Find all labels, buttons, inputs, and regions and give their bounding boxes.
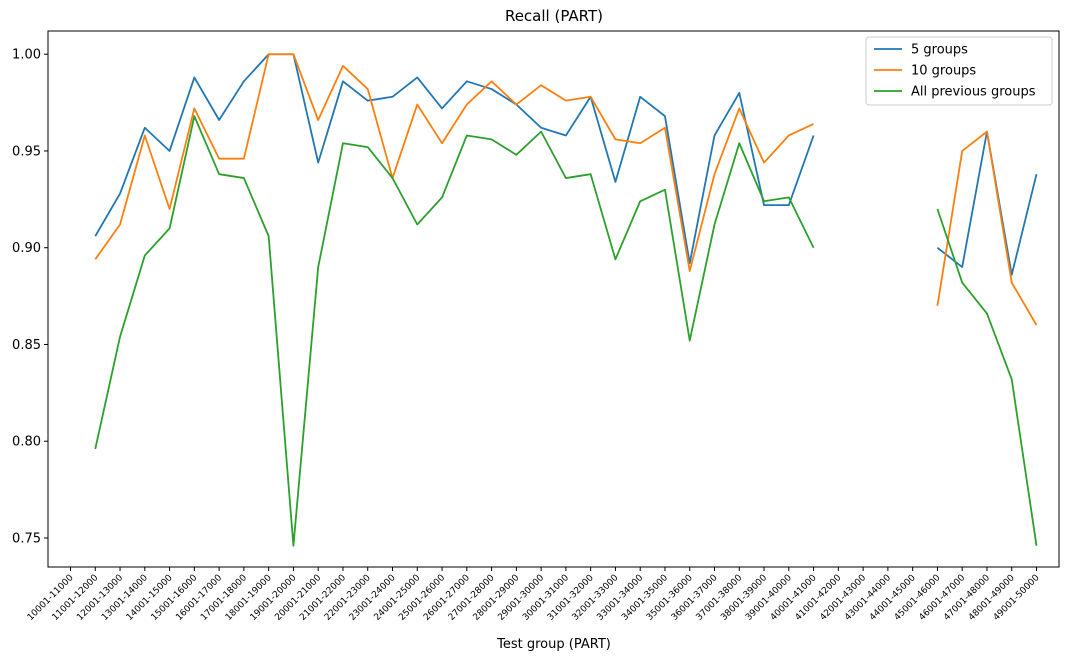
chart-title: Recall (PART) (505, 7, 603, 25)
legend: 5 groups 10 groups All previous groups (865, 36, 1053, 106)
y-tick-label: 0.75 (12, 531, 41, 546)
y-tick-label: 0.90 (12, 241, 41, 256)
x-tick-label: 49001-50000 (992, 573, 1042, 623)
y-tick-label: 0.95 (12, 144, 41, 159)
legend-label: 10 groups (911, 64, 976, 79)
series-line (94, 115, 1038, 547)
series-3 (94, 115, 1038, 547)
legend-item: 10 groups (874, 64, 976, 79)
y-tick-label: 0.85 (12, 338, 41, 353)
legend-label: 5 groups (911, 43, 968, 58)
legend-item: 5 groups (874, 43, 968, 58)
series-line (94, 53, 1038, 326)
x-axis-title: Test group (PART) (496, 637, 611, 652)
legend-item: All previous groups (874, 85, 1036, 100)
y-tick-label: 0.80 (12, 435, 41, 450)
plot-frame (47, 30, 1060, 568)
legend-box (865, 36, 1053, 106)
x-axis: 10001-1100011001-1200012001-1300013001-1… (26, 567, 1042, 623)
legend-label: All previous groups (911, 85, 1036, 100)
plot-area (94, 53, 1038, 547)
y-tick-label: 1.00 (12, 48, 41, 63)
y-axis: 0.75 0.80 0.85 0.90 0.95 1.00 (12, 48, 48, 546)
series-2 (94, 53, 1038, 326)
